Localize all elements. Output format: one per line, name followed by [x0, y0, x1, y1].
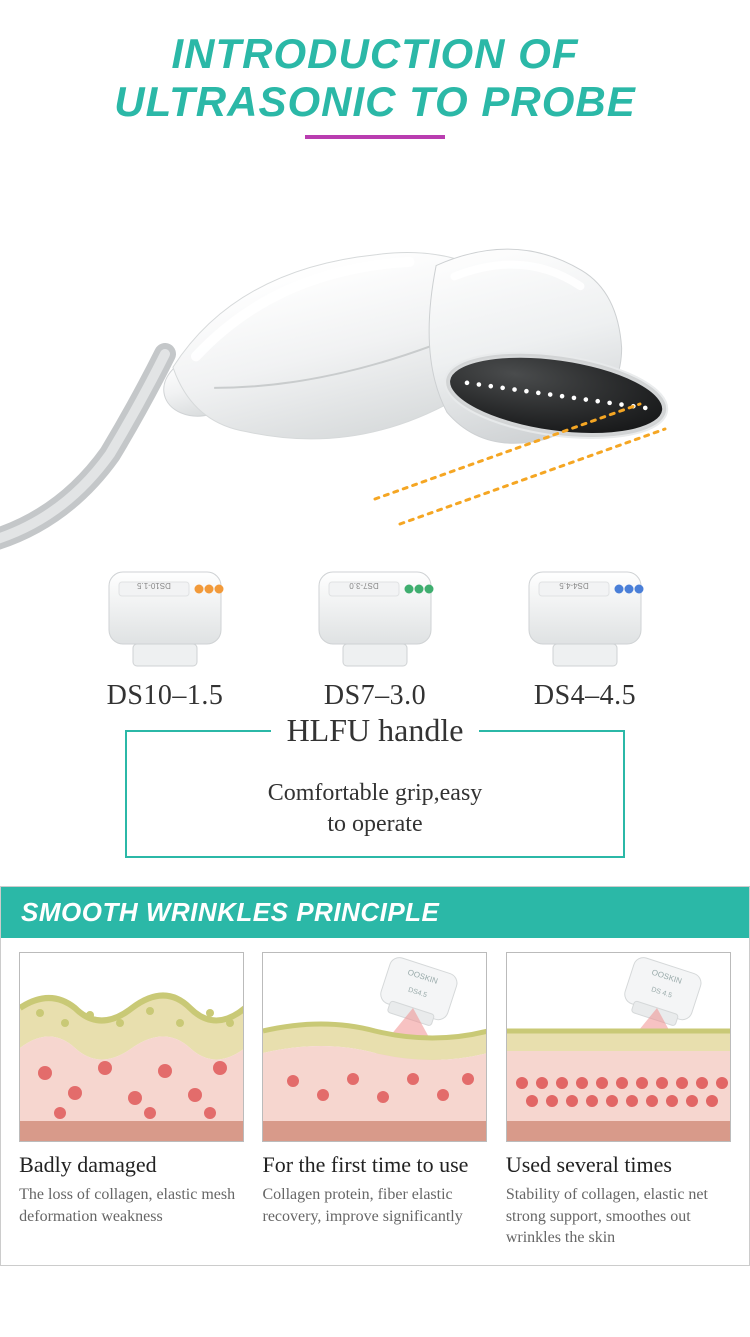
probe-svg [0, 154, 750, 574]
cartridge-3-label: DS4–4.5 [534, 680, 636, 712]
probe-illustration [0, 154, 750, 574]
principle-item-1-title: Badly damaged [19, 1152, 244, 1178]
handle-box: HLFU handle Comfortable grip,easy to ope… [125, 730, 625, 858]
cartridge-3: DS4-4.5 DS4–4.5 [515, 564, 655, 712]
handle-title: HLFU handle [271, 712, 480, 749]
page-title-block: INTRODUCTION OF ULTRASONIC TO PROBE [0, 0, 750, 139]
principle-header-text: SMOOTH WRINKLES PRINCIPLE [21, 897, 439, 927]
principle-item-3: OOSKIN DS 4.5 [506, 952, 731, 1249]
principle-item-3-title: Used several times [506, 1152, 731, 1178]
handle-sub-2: to operate [147, 809, 603, 840]
svg-text:DS4-4.5: DS4-4.5 [559, 581, 589, 590]
cartridge-2-label: DS7–3.0 [324, 680, 426, 712]
principle-section: SMOOTH WRINKLES PRINCIPLE [0, 886, 750, 1266]
principle-item-2-desc: Collagen protein, fiber elastic recovery… [262, 1184, 487, 1227]
handle-sub-1: Comfortable grip,easy [147, 778, 603, 809]
principle-diagram-2: OOSKIN DS4.5 [262, 952, 487, 1142]
svg-text:DS10-1.5: DS10-1.5 [137, 581, 171, 590]
title-underline [305, 135, 445, 139]
principle-item-2: OOSKIN DS4.5 For the first tim [262, 952, 487, 1249]
cartridge-row: DS10-1.5 DS10–1.5 DS7-3.0 DS7–3.0 DS4-4.… [0, 564, 750, 712]
cartridge-2-icon: DS7-3.0 [305, 564, 445, 674]
principle-header: SMOOTH WRINKLES PRINCIPLE [1, 887, 749, 938]
cartridge-1: DS10-1.5 DS10–1.5 [95, 564, 235, 712]
principle-item-1: Badly damaged The loss of collagen, elas… [19, 952, 244, 1249]
cartridge-1-label: DS10–1.5 [107, 680, 224, 712]
principle-diagram-3: OOSKIN DS 4.5 [506, 952, 731, 1142]
cartridge-3-icon: DS4-4.5 [515, 564, 655, 674]
principle-item-1-desc: The loss of collagen, elastic mesh defor… [19, 1184, 244, 1227]
principle-diagram-1 [19, 952, 244, 1142]
cartridge-2: DS7-3.0 DS7–3.0 [305, 564, 445, 712]
cartridge-1-icon: DS10-1.5 [95, 564, 235, 674]
principle-row: Badly damaged The loss of collagen, elas… [1, 938, 749, 1255]
title-line-1: INTRODUCTION OF [0, 30, 750, 78]
svg-text:DS7-3.0: DS7-3.0 [349, 581, 379, 590]
title-line-2: ULTRASONIC TO PROBE [0, 78, 750, 126]
principle-item-2-title: For the first time to use [262, 1152, 487, 1178]
principle-item-3-desc: Stability of collagen, elastic net stron… [506, 1184, 731, 1249]
